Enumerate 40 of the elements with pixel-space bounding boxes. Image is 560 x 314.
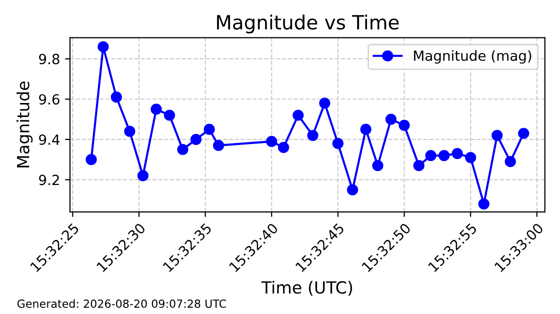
point — [465, 152, 476, 164]
point — [478, 198, 490, 210]
point — [413, 160, 424, 172]
point — [492, 130, 503, 141]
point — [164, 110, 176, 121]
point — [110, 92, 122, 103]
point — [292, 110, 304, 121]
point — [452, 148, 463, 160]
point — [266, 136, 278, 147]
point — [518, 128, 530, 139]
y-tick-label: 9.6 — [39, 94, 60, 105]
point — [438, 150, 450, 162]
point — [278, 142, 290, 154]
chart-title: Magnitude vs Time — [217, 14, 399, 34]
y-tick-label: 9.4 — [39, 134, 60, 145]
point — [425, 150, 436, 162]
point — [398, 120, 410, 131]
point — [137, 170, 149, 182]
point — [212, 140, 224, 152]
point — [504, 156, 516, 168]
point — [372, 160, 384, 172]
point — [98, 41, 109, 52]
point — [346, 184, 358, 196]
point — [385, 114, 397, 125]
point — [150, 104, 162, 115]
text: Generated: 2026-08-20 09:07:28 UTC — [17, 299, 226, 308]
point — [177, 144, 188, 156]
point — [307, 130, 318, 141]
y-axis-title: Magnitude — [16, 82, 33, 168]
point — [86, 154, 97, 166]
x-axis-title: Time (UTC) — [261, 280, 352, 296]
y-tick-label: 9.8 — [39, 54, 60, 64]
point — [190, 134, 202, 145]
point — [360, 124, 372, 135]
legend-label: Magnitude (mag) — [414, 50, 532, 64]
point — [332, 138, 344, 150]
point — [204, 124, 215, 135]
point — [124, 126, 136, 137]
y-tick-label: 9.2 — [39, 174, 59, 186]
point — [319, 98, 330, 109]
